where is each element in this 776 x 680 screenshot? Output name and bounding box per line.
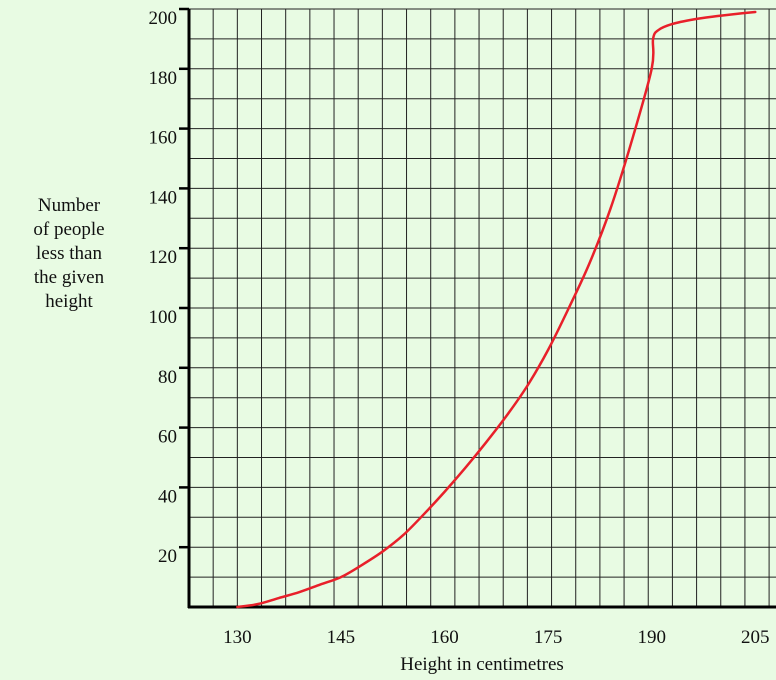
y-axis-title-line: height [45,291,93,312]
y-axis-title-line: Number [38,195,101,216]
y-tick-label: 120 [149,247,178,268]
y-axis-title-line: the given [34,267,105,288]
x-axis-title: Height in centimetres [400,654,564,675]
x-tick-label: 130 [223,627,252,648]
ticks: 20 40 60 80 100 120 140 160 180 200 130 145 160 175 19… [149,7,770,648]
y-tick-label: 40 [158,486,177,507]
grid-lines [189,8,776,607]
y-tick-label: 80 [158,367,177,388]
y-tick-label: 100 [149,307,178,328]
x-tick-label: 190 [637,627,666,648]
x-tick-label: 145 [327,627,356,648]
y-tick-label: 160 [149,128,178,149]
y-axis-title-line: of people [33,219,104,240]
x-tick-label: 160 [430,627,459,648]
y-tick-label: 180 [149,68,178,89]
y-tick-label: 140 [149,187,178,208]
x-tick-label: 175 [534,627,563,648]
y-axis-title-line: less than [36,243,102,264]
x-tick-label: 205 [741,627,770,648]
cumulative-frequency-curve [236,10,757,609]
y-tick-label: 200 [149,8,178,29]
y-tick-label: 20 [158,546,177,567]
y-tick-label: 60 [158,427,177,448]
y-axis-title: Number of people less than the given height [33,195,104,312]
